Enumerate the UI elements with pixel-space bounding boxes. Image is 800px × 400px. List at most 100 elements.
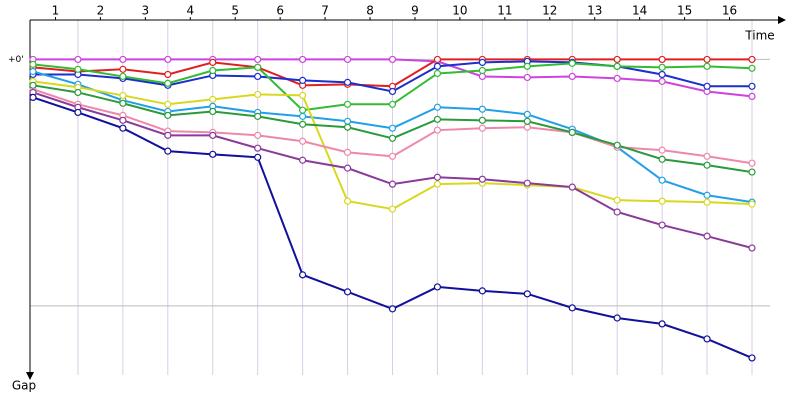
point	[658, 55, 666, 64]
x-tick-label: 4	[186, 4, 194, 18]
point	[568, 72, 576, 81]
point	[299, 120, 307, 128]
point	[433, 180, 442, 188]
point	[343, 100, 352, 108]
point	[748, 92, 756, 101]
point	[523, 290, 531, 298]
point	[164, 111, 172, 119]
point	[343, 164, 352, 172]
x-tick-label: 5	[231, 4, 239, 18]
point	[478, 116, 486, 124]
point	[568, 128, 576, 136]
point	[119, 91, 127, 100]
point	[29, 60, 37, 68]
point	[119, 99, 127, 107]
point	[343, 197, 352, 205]
point	[658, 221, 666, 229]
point	[478, 105, 486, 113]
point	[523, 73, 531, 82]
point	[164, 131, 172, 139]
point	[343, 55, 352, 64]
point	[433, 173, 442, 181]
x-tick-label: 14	[632, 4, 647, 18]
point	[433, 115, 442, 123]
point	[748, 354, 756, 362]
point	[209, 150, 217, 158]
point	[613, 55, 621, 64]
x-tick-label: 3	[142, 4, 150, 18]
point	[74, 65, 82, 73]
point	[613, 74, 621, 83]
point	[748, 159, 756, 167]
point	[658, 155, 666, 163]
point	[478, 287, 486, 295]
point	[478, 66, 486, 75]
point	[343, 78, 352, 86]
x-tick-label: 6	[276, 4, 284, 18]
point	[164, 79, 172, 87]
point	[433, 126, 442, 134]
point	[748, 244, 756, 252]
point	[299, 271, 307, 279]
point	[254, 144, 262, 152]
point	[658, 176, 666, 184]
point	[388, 87, 397, 96]
point	[478, 175, 486, 183]
point	[119, 55, 127, 64]
point	[254, 55, 262, 64]
x-tick-label: 15	[677, 4, 692, 18]
point	[119, 65, 127, 73]
x-tick-label: 1	[52, 4, 60, 18]
x-tick-label: 2	[97, 4, 105, 18]
point	[343, 148, 352, 156]
point	[388, 152, 397, 160]
point	[343, 117, 352, 125]
point	[388, 134, 397, 142]
point	[299, 156, 307, 164]
point	[748, 82, 756, 90]
point	[254, 90, 262, 99]
point	[568, 304, 576, 312]
point	[613, 141, 621, 149]
point	[478, 58, 486, 66]
point	[613, 196, 621, 204]
point	[523, 123, 531, 131]
point	[478, 72, 486, 81]
point	[703, 198, 711, 206]
point	[523, 110, 531, 119]
x-axis-arrow	[778, 16, 786, 24]
point	[343, 288, 352, 296]
point	[703, 62, 711, 70]
x-axis-label: Time	[744, 29, 774, 43]
point	[658, 63, 666, 71]
point	[658, 70, 666, 79]
point	[388, 124, 397, 132]
point	[254, 72, 262, 81]
point	[209, 95, 217, 103]
point	[29, 93, 37, 101]
point	[254, 112, 262, 120]
point	[119, 124, 127, 132]
point	[613, 62, 621, 70]
point	[703, 191, 711, 199]
point	[433, 69, 442, 78]
point	[748, 168, 756, 176]
point	[388, 100, 397, 108]
point	[658, 320, 666, 328]
point	[433, 55, 442, 64]
point	[748, 200, 756, 208]
point	[299, 106, 307, 114]
x-tick-label: 9	[411, 4, 419, 18]
x-tick-label: 7	[321, 4, 329, 18]
point	[748, 64, 756, 72]
x-tick-label: 16	[722, 4, 737, 18]
point	[433, 62, 442, 70]
point	[703, 335, 711, 343]
point	[388, 55, 397, 64]
point	[568, 59, 576, 67]
y-axis-arrow	[26, 372, 34, 380]
point	[209, 131, 217, 139]
point	[254, 131, 262, 139]
point	[164, 55, 172, 64]
point	[209, 66, 217, 75]
